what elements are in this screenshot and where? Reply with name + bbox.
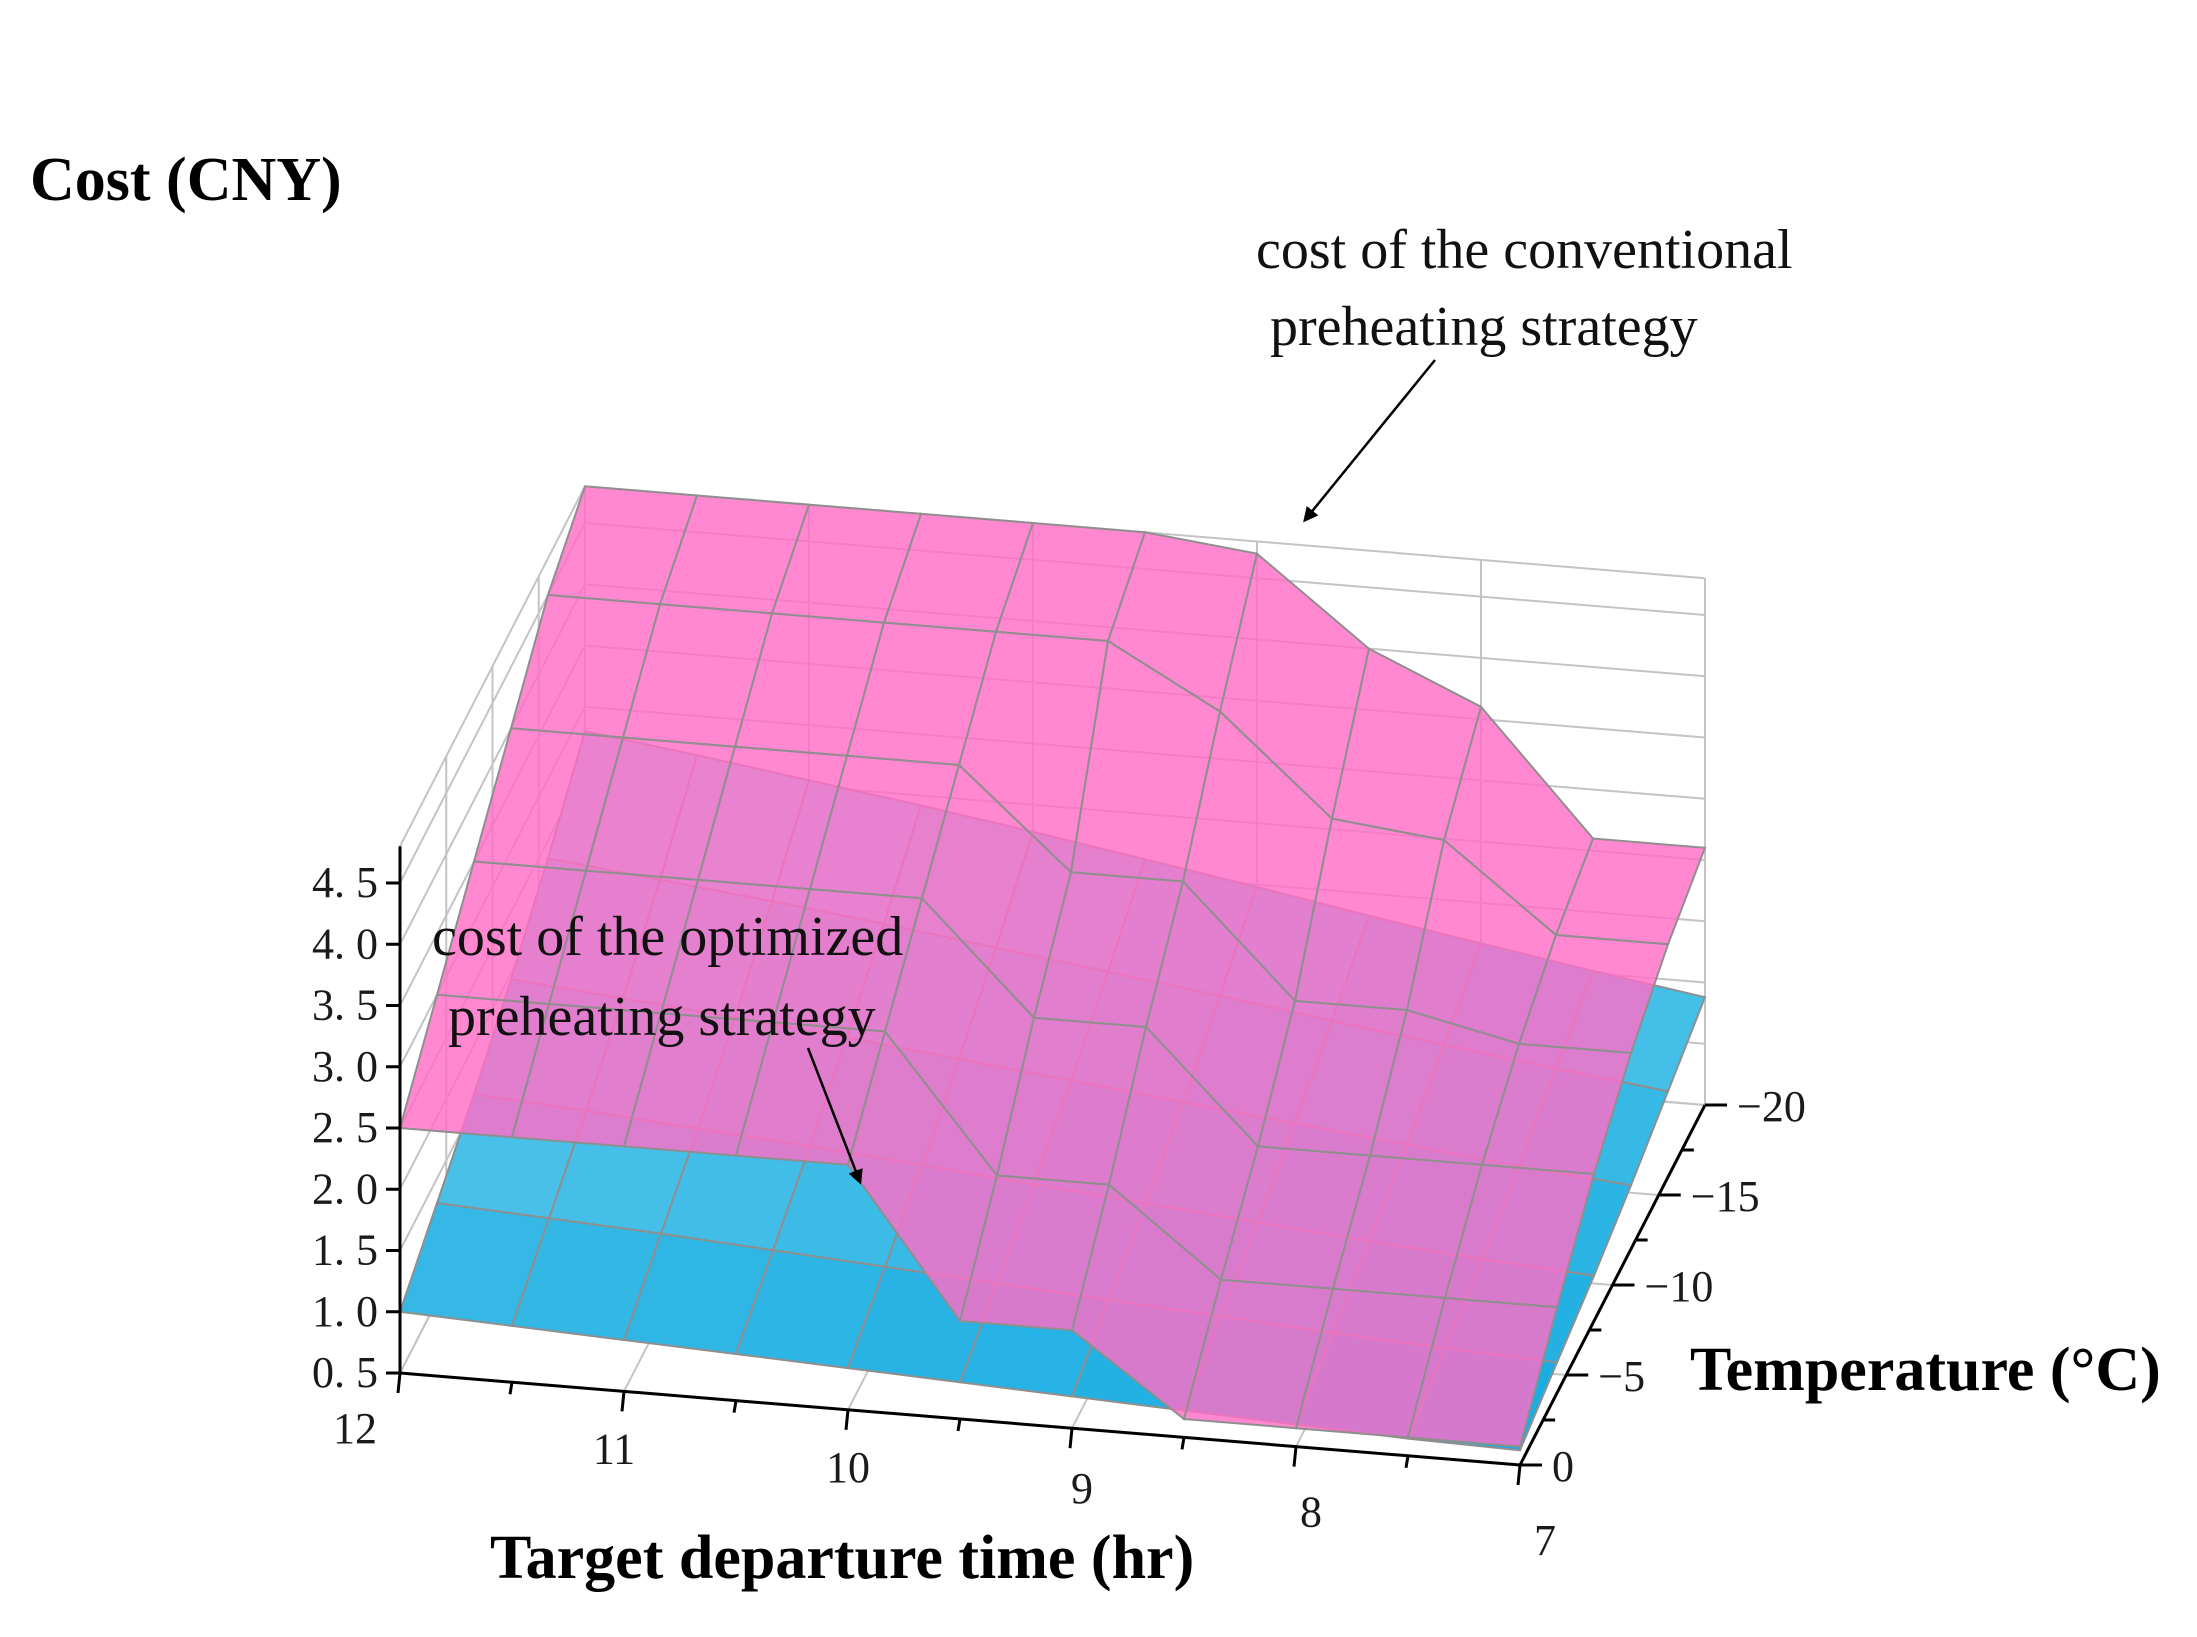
x-tick <box>1068 1428 1074 1449</box>
x-minor-tick <box>956 1418 962 1432</box>
y-tick-label: −5 <box>1598 1352 1645 1401</box>
z-tick-label: 2. 5 <box>312 1103 378 1152</box>
annotation-conventional-line-2: preheating strategy <box>1270 296 1698 358</box>
y-axis-title: Temperature (°C) <box>1690 1336 2161 1404</box>
z-tick-label: 4. 0 <box>312 919 378 968</box>
z-tick-label: 3. 0 <box>312 1042 378 1091</box>
x-minor-tick <box>1180 1437 1186 1450</box>
z-axis-title: Cost (CNY) <box>30 146 342 214</box>
y-tick-label: −10 <box>1645 1262 1714 1311</box>
surface-plot <box>398 485 1707 1452</box>
x-tick <box>844 1409 850 1430</box>
x-tick-label: 8 <box>1300 1488 1322 1537</box>
x-tick <box>396 1372 402 1394</box>
axes: 0. 5 1. 0 1. 5 2. 0 2. 5 3. 0 3. 5 4. 0 4. 5 12 11… <box>312 846 1806 1565</box>
z-tick-label: 3. 5 <box>312 981 378 1030</box>
annotation-conventional-line-1: cost of the conventional <box>1256 219 1793 281</box>
conventional-surface-patch <box>1406 1296 1559 1448</box>
annotation-optimized-arrow <box>806 1047 863 1185</box>
x-tick-label: 10 <box>826 1443 870 1492</box>
x-tick-label: 11 <box>593 1424 635 1473</box>
x-tick <box>620 1391 626 1412</box>
annotation-optimized: cost of the optimized preheating strateg… <box>432 906 903 1185</box>
x-minor-tick <box>1404 1455 1410 1469</box>
y-tick-label: 0 <box>1552 1442 1574 1491</box>
grid-left-hline <box>399 485 586 847</box>
x-tick <box>1516 1464 1522 1486</box>
annotation-conventional-arrow <box>1303 359 1436 523</box>
z-tick-label: 2. 0 <box>312 1164 378 1213</box>
y-tick-label: −20 <box>1737 1082 1806 1131</box>
annotation-optimized-line-1: cost of the optimized <box>432 906 903 968</box>
z-tick-label: 1. 5 <box>312 1226 378 1275</box>
annotation-conventional: cost of the conventional preheating stra… <box>1256 219 1793 523</box>
x-tick-label: 12 <box>333 1404 377 1453</box>
x-minor-tick <box>508 1381 514 1395</box>
z-tick-label: 0. 5 <box>312 1348 378 1397</box>
x-tick-label: 9 <box>1071 1464 1093 1513</box>
annotation-optimized-line-2: preheating strategy <box>448 986 876 1048</box>
x-tick-label: 7 <box>1534 1516 1556 1565</box>
x-tick <box>1292 1446 1298 1467</box>
z-tick-label: 4. 5 <box>312 858 378 907</box>
x-minor-tick <box>732 1400 738 1413</box>
y-tick-label: −15 <box>1691 1172 1760 1221</box>
x-axis-title: Target departure time (hr) <box>490 1524 1194 1592</box>
z-tick-label: 1. 0 <box>312 1287 378 1336</box>
